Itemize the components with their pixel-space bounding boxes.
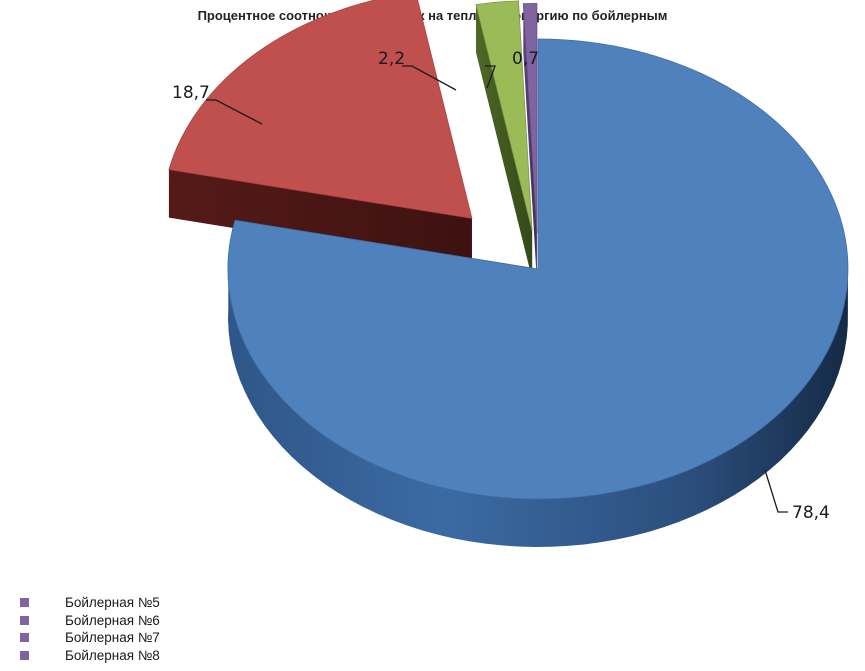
legend-swatch	[20, 598, 29, 608]
pie-slice-top-2	[168, 0, 473, 219]
data-label-3: 2,2	[378, 49, 405, 69]
data-label-4: 0,7	[512, 49, 539, 69]
leader-line-4	[485, 65, 496, 89]
legend-swatch	[20, 650, 29, 660]
pie-slice-3	[475, 0, 533, 279]
legend-label: Бойлерная №7	[65, 630, 160, 646]
legend-swatch	[20, 615, 29, 625]
pie-slice-cut-2-0	[168, 169, 472, 267]
legend-label: Бойлерная №6	[65, 612, 160, 628]
leader-line-2	[206, 99, 263, 125]
pie-slice-cut-3-0	[476, 4, 533, 279]
leader-line-3	[402, 65, 457, 91]
legend-label: Бойлерная №8	[65, 647, 160, 663]
legend-label: Бойлерная №5	[65, 595, 160, 611]
pie-slice-top-1	[227, 38, 849, 500]
data-label-2: 18,7	[172, 83, 210, 103]
pie-slice-4	[522, 2, 538, 282]
legend-item: Бойлерная №7	[16, 629, 160, 647]
leader-line-1	[764, 469, 788, 513]
legend-item: Бойлерная №8	[16, 647, 160, 665]
pie-slice-top-3	[475, 0, 533, 231]
legend-item: Бойлерная №6	[16, 612, 160, 630]
legend-item: Бойлерная №5	[16, 594, 160, 612]
data-label-1: 78,4	[792, 503, 830, 523]
legend-swatch	[20, 633, 29, 643]
pie-slice-top-4	[522, 2, 538, 234]
pie-slice-2	[168, 0, 473, 267]
chart-title: Процентное соотношение нагрузок на тепло…	[197, 8, 668, 23]
legend: Бойлерная №5 Бойлерная №6 Бойлерная №7 Бойл…	[16, 594, 160, 664]
pie-slice-side-1	[228, 259, 848, 547]
pie-slice-cut-4-0	[523, 3, 537, 282]
pie-slice-1	[227, 38, 849, 547]
